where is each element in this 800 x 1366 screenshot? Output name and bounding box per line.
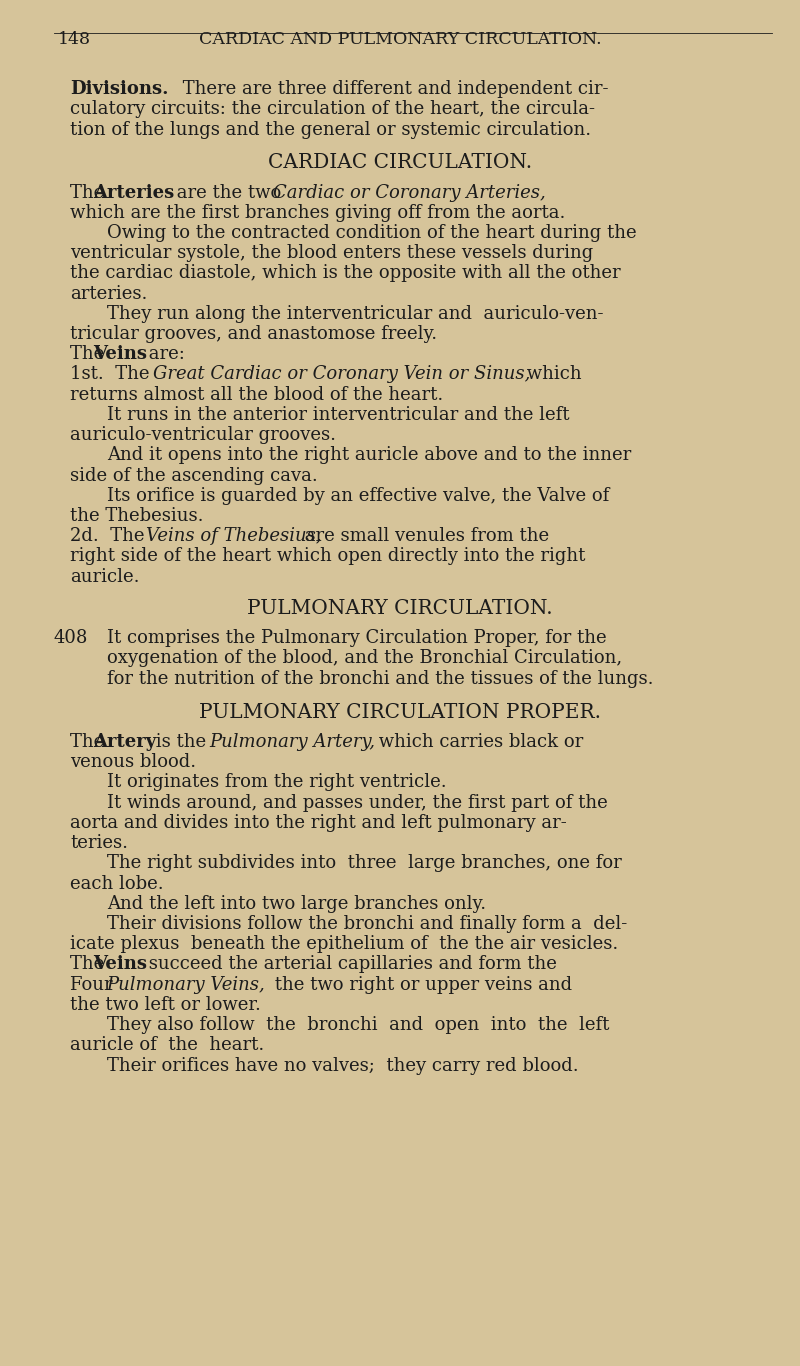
Text: icate plexus  beneath the epithelium of  the the air vesicles.: icate plexus beneath the epithelium of t… xyxy=(70,936,618,953)
Text: The: The xyxy=(70,734,110,751)
Text: They also follow  the  bronchi  and  open  into  the  left: They also follow the bronchi and open in… xyxy=(107,1016,610,1034)
Text: Artery: Artery xyxy=(94,734,157,751)
Text: CARDIAC AND PULMONARY CIRCULATION.: CARDIAC AND PULMONARY CIRCULATION. xyxy=(198,30,602,48)
Text: The: The xyxy=(70,346,110,363)
Text: oxygenation of the blood, and the Bronchial Circulation,: oxygenation of the blood, and the Bronch… xyxy=(107,649,622,668)
Text: for the nutrition of the bronchi and the tissues of the lungs.: for the nutrition of the bronchi and the… xyxy=(107,669,654,687)
Text: the cardiac diastole, which is the opposite with all the other: the cardiac diastole, which is the oppos… xyxy=(70,265,621,283)
Text: There are three different and independent cir-: There are three different and independen… xyxy=(178,81,609,98)
Text: venous blood.: venous blood. xyxy=(70,753,196,772)
Text: It comprises the Pulmonary Circulation Proper, for the: It comprises the Pulmonary Circulation P… xyxy=(107,630,607,647)
Text: It originates from the right ventricle.: It originates from the right ventricle. xyxy=(107,773,447,791)
Text: right side of the heart which open directly into the right: right side of the heart which open direc… xyxy=(70,548,586,566)
Text: Great Cardiac or Coronary Vein or Sinus,: Great Cardiac or Coronary Vein or Sinus, xyxy=(153,366,530,384)
Text: are small venules from the: are small venules from the xyxy=(299,527,550,545)
Text: 148: 148 xyxy=(58,30,91,48)
Text: Four: Four xyxy=(70,975,118,993)
Text: Its orifice is guarded by an effective valve, the Valve of: Its orifice is guarded by an effective v… xyxy=(107,486,610,505)
Text: are the two: are the two xyxy=(171,183,287,202)
Text: Owing to the contracted condition of the heart during the: Owing to the contracted condition of the… xyxy=(107,224,637,242)
Text: auriculo-ventricular grooves.: auriculo-ventricular grooves. xyxy=(70,426,336,444)
Text: It runs in the anterior interventricular and the left: It runs in the anterior interventricular… xyxy=(107,406,570,423)
Text: side of the ascending cava.: side of the ascending cava. xyxy=(70,467,318,485)
Text: 408: 408 xyxy=(54,630,88,647)
Text: And it opens into the right auricle above and to the inner: And it opens into the right auricle abov… xyxy=(107,447,631,464)
Text: which are the first branches giving off from the aorta.: which are the first branches giving off … xyxy=(70,204,566,221)
Text: Cardiac or Coronary Arteries,: Cardiac or Coronary Arteries, xyxy=(273,183,546,202)
Text: succeed the arterial capillaries and form the: succeed the arterial capillaries and for… xyxy=(143,955,557,974)
Text: Their divisions follow the bronchi and finally form a  del-: Their divisions follow the bronchi and f… xyxy=(107,915,627,933)
Text: aorta and divides into the right and left pulmonary ar-: aorta and divides into the right and lef… xyxy=(70,814,566,832)
Text: Their orifices have no valves;  they carry red blood.: Their orifices have no valves; they carr… xyxy=(107,1056,579,1075)
Text: tion of the lungs and the general or systemic circulation.: tion of the lungs and the general or sys… xyxy=(70,120,591,139)
Text: the two right or upper veins and: the two right or upper veins and xyxy=(269,975,572,993)
Text: And the left into two large branches only.: And the left into two large branches onl… xyxy=(107,895,486,912)
Text: auricle of  the  heart.: auricle of the heart. xyxy=(70,1037,264,1055)
Text: each lobe.: each lobe. xyxy=(70,874,164,892)
Text: auricle.: auricle. xyxy=(70,568,139,586)
Text: 2d.  The: 2d. The xyxy=(70,527,150,545)
Text: PULMONARY CIRCULATION PROPER.: PULMONARY CIRCULATION PROPER. xyxy=(199,702,601,721)
Text: the two left or lower.: the two left or lower. xyxy=(70,996,261,1014)
Text: Veins: Veins xyxy=(94,955,148,974)
Text: which carries black or: which carries black or xyxy=(373,734,583,751)
Text: The: The xyxy=(70,955,110,974)
Text: Veins of Thebesius,: Veins of Thebesius, xyxy=(146,527,322,545)
Text: They run along the interventricular and  auriculo-ven-: They run along the interventricular and … xyxy=(107,305,604,322)
Text: Veins: Veins xyxy=(94,346,148,363)
Text: The: The xyxy=(70,183,110,202)
Text: teries.: teries. xyxy=(70,835,128,852)
Text: It winds around, and passes under, the first part of the: It winds around, and passes under, the f… xyxy=(107,794,608,811)
Text: is the: is the xyxy=(150,734,212,751)
Text: culatory circuits: the circulation of the heart, the circula-: culatory circuits: the circulation of th… xyxy=(70,101,595,119)
Text: 1st.  The: 1st. The xyxy=(70,366,155,384)
Text: PULMONARY CIRCULATION.: PULMONARY CIRCULATION. xyxy=(247,598,553,617)
Text: arteries.: arteries. xyxy=(70,284,147,303)
Text: Pulmonary Veins,: Pulmonary Veins, xyxy=(106,975,265,993)
Text: Arteries: Arteries xyxy=(94,183,175,202)
Text: which: which xyxy=(521,366,582,384)
Text: returns almost all the blood of the heart.: returns almost all the blood of the hear… xyxy=(70,385,443,404)
Text: Pulmonary Artery,: Pulmonary Artery, xyxy=(210,734,376,751)
Text: the Thebesius.: the Thebesius. xyxy=(70,507,203,525)
Text: CARDIAC CIRCULATION.: CARDIAC CIRCULATION. xyxy=(268,153,532,172)
Text: tricular grooves, and anastomose freely.: tricular grooves, and anastomose freely. xyxy=(70,325,437,343)
Text: Divisions.: Divisions. xyxy=(70,81,169,98)
Text: are:: are: xyxy=(143,346,185,363)
Text: The right subdivides into  three  large branches, one for: The right subdivides into three large br… xyxy=(107,854,622,873)
Text: ventricular systole, the blood enters these vessels during: ventricular systole, the blood enters th… xyxy=(70,245,594,262)
